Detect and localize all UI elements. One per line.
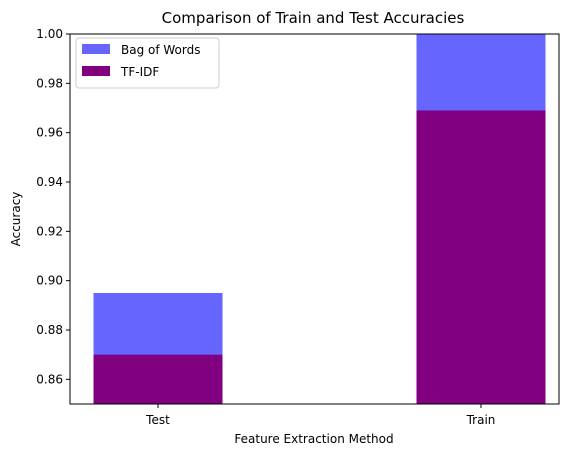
legend-swatch xyxy=(82,66,110,76)
legend: Bag of Words TF-IDF xyxy=(75,37,220,89)
chart-title: Comparison of Train and Test Accuracies xyxy=(162,9,465,27)
y-tick-label: 0.90 xyxy=(36,274,63,288)
y-tick-label: 0.92 xyxy=(36,224,63,238)
y-tick-label: 1.00 xyxy=(36,27,63,41)
bars-layer xyxy=(93,34,546,404)
legend-label: Bag of Words xyxy=(121,43,201,57)
y-axis-ticks: 0.86 0.88 0.90 0.92 0.94 0.96 0.98 1.00 xyxy=(36,27,70,386)
y-tick-label: 0.96 xyxy=(36,126,63,140)
y-tick-label: 0.94 xyxy=(36,175,63,189)
y-tick-label: 0.86 xyxy=(36,372,63,386)
bar-tf-idf-train xyxy=(416,110,546,404)
x-axis-ticks: Test Train xyxy=(145,404,495,427)
plot-frame xyxy=(69,33,560,405)
bar-tf-idf-test xyxy=(93,354,223,404)
y-axis-label: Accuracy xyxy=(9,192,23,247)
x-tick-label: Test xyxy=(145,413,170,427)
x-tick-label: Train xyxy=(466,413,496,427)
y-tick-label: 0.98 xyxy=(36,76,63,90)
legend-swatch xyxy=(82,44,110,54)
legend-label: TF-IDF xyxy=(120,65,159,79)
y-tick-label: 0.88 xyxy=(36,323,63,337)
legend-box xyxy=(75,37,220,89)
x-axis-label: Feature Extraction Method xyxy=(234,432,393,446)
